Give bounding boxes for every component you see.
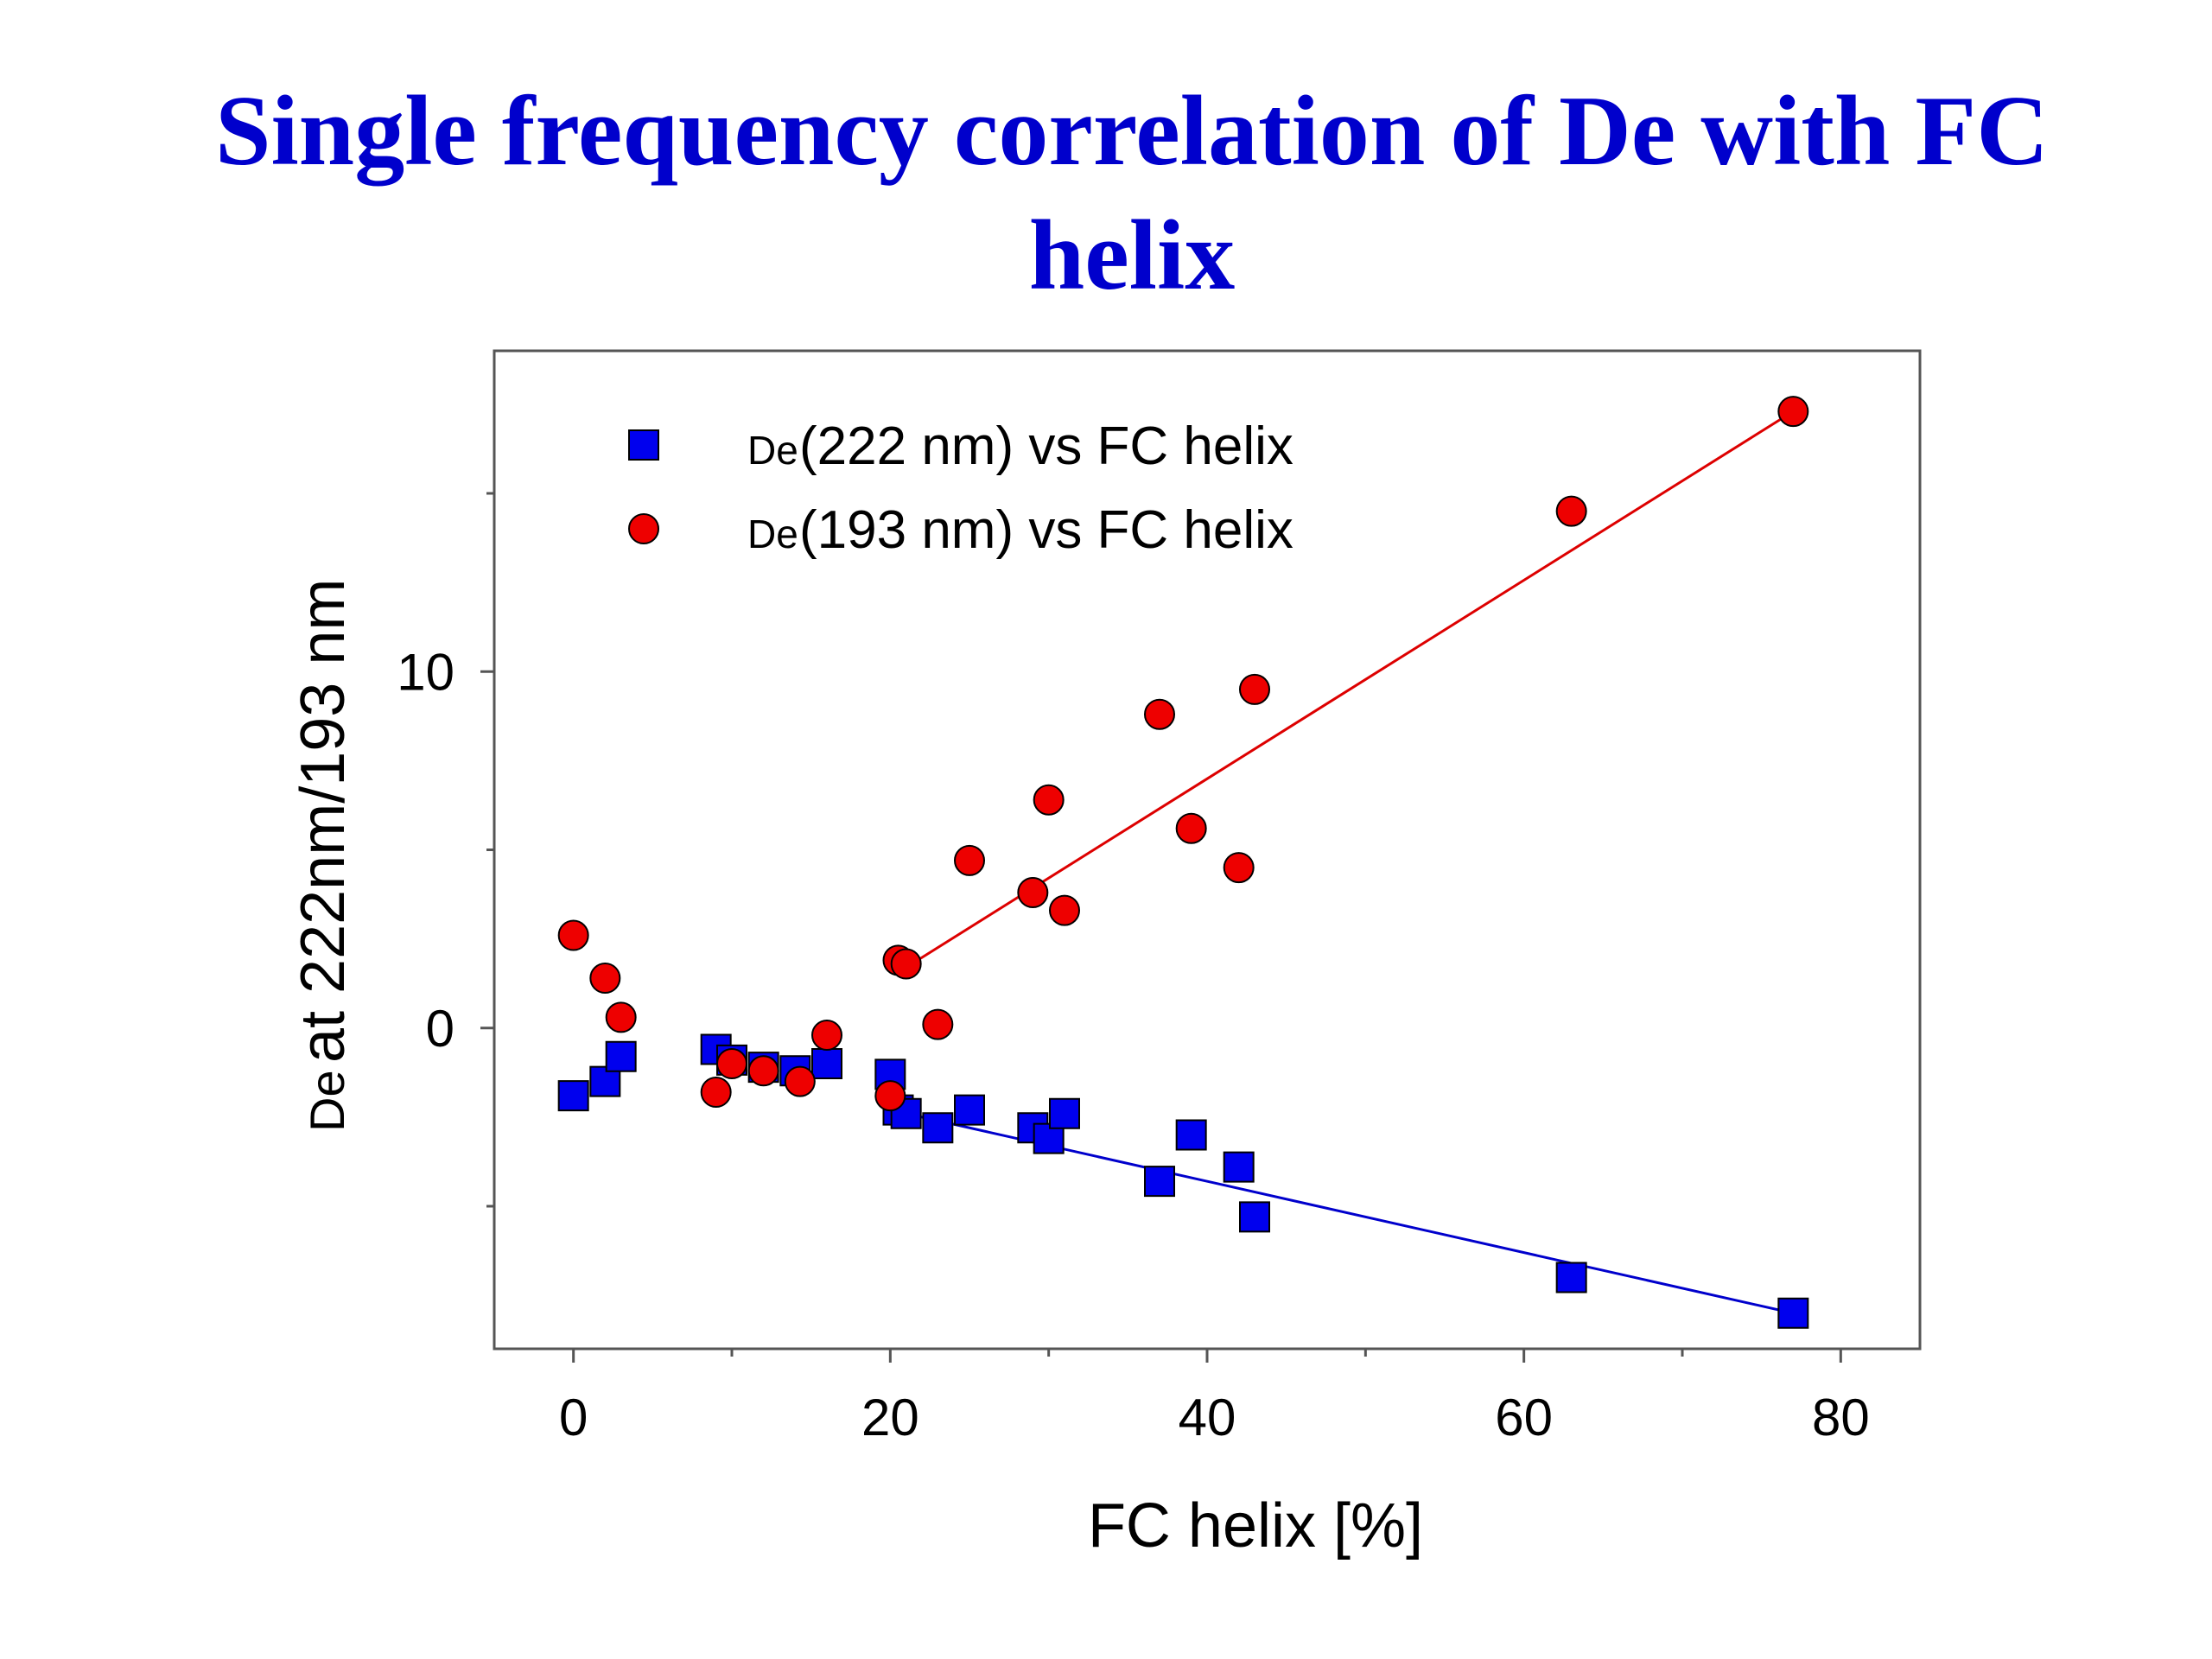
slide-title-line-1: Single frequency correlation of De with … — [214, 76, 2050, 187]
data-point-series-2 — [589, 963, 621, 994]
legend-marker-series-1 — [628, 429, 659, 461]
legend-glyph-series-1: De — [747, 428, 798, 473]
data-point-series-2 — [1175, 812, 1207, 844]
data-point-series-2 — [1033, 784, 1065, 816]
data-point-series-2 — [605, 1001, 637, 1033]
x-tick-label: 80 — [1812, 1389, 1870, 1446]
slide-title-line-2: helix — [1028, 200, 1236, 311]
legend-label-series-1: (222 nm) vs FC helix — [799, 416, 1294, 476]
x-tick-label: 60 — [1495, 1389, 1553, 1446]
x-tick-label: 40 — [1179, 1389, 1236, 1446]
data-point-series-1 — [1223, 1151, 1255, 1183]
y-tick-label: 10 — [397, 643, 454, 701]
slide-title: Single frequency correlation of De with … — [104, 69, 2160, 318]
data-point-series-1 — [922, 1112, 954, 1144]
data-point-series-1 — [811, 1048, 842, 1079]
y-axis-label-glyph: De — [300, 1070, 354, 1132]
legend-marker-series-2 — [628, 513, 659, 544]
data-point-series-2 — [922, 1008, 954, 1040]
data-markers — [557, 396, 1809, 1329]
data-point-series-2 — [1017, 877, 1049, 908]
data-point-series-2 — [716, 1048, 747, 1079]
data-point-series-2 — [1144, 698, 1175, 730]
data-point-series-2 — [811, 1020, 842, 1051]
data-point-series-1 — [1555, 1262, 1587, 1294]
data-point-series-2 — [890, 948, 922, 980]
data-point-series-2 — [1777, 396, 1809, 428]
data-point-series-2 — [557, 919, 589, 951]
data-point-series-2 — [1239, 673, 1270, 705]
x-tick-label: 20 — [861, 1389, 919, 1446]
y-axis-label: De at 222nm/193 nm — [289, 579, 358, 1132]
fit-line-series-2 — [905, 410, 1795, 969]
data-point-series-2 — [1223, 852, 1255, 884]
x-tick-label: 0 — [559, 1389, 588, 1446]
data-point-series-1 — [557, 1080, 589, 1112]
data-point-series-1 — [605, 1040, 637, 1072]
data-point-series-1 — [1175, 1119, 1207, 1151]
y-tick-label: 0 — [426, 1000, 454, 1058]
data-point-series-1 — [954, 1094, 985, 1126]
data-point-series-2 — [1049, 894, 1080, 926]
data-point-series-1 — [890, 1097, 922, 1129]
data-point-series-2 — [1555, 495, 1587, 527]
data-point-series-1 — [1239, 1201, 1270, 1233]
legend-label-series-2: (193 nm) vs FC helix — [799, 500, 1294, 560]
data-point-series-2 — [874, 1080, 906, 1112]
y-axis-label-text: at 222nm/193 nm — [289, 579, 358, 1063]
data-point-series-2 — [954, 844, 985, 876]
legend-glyph-series-2: De — [747, 512, 798, 556]
data-point-series-1 — [1049, 1097, 1080, 1129]
data-point-series-2 — [784, 1065, 816, 1097]
data-point-series-1 — [1777, 1297, 1809, 1329]
x-axis-label: FC helix [%] — [1088, 1491, 1423, 1560]
data-point-series-1 — [1144, 1166, 1175, 1198]
axes: 0 20 40 60 80 0 10 — [397, 492, 1870, 1446]
data-point-series-2 — [700, 1077, 732, 1108]
data-point-series-2 — [747, 1055, 779, 1087]
